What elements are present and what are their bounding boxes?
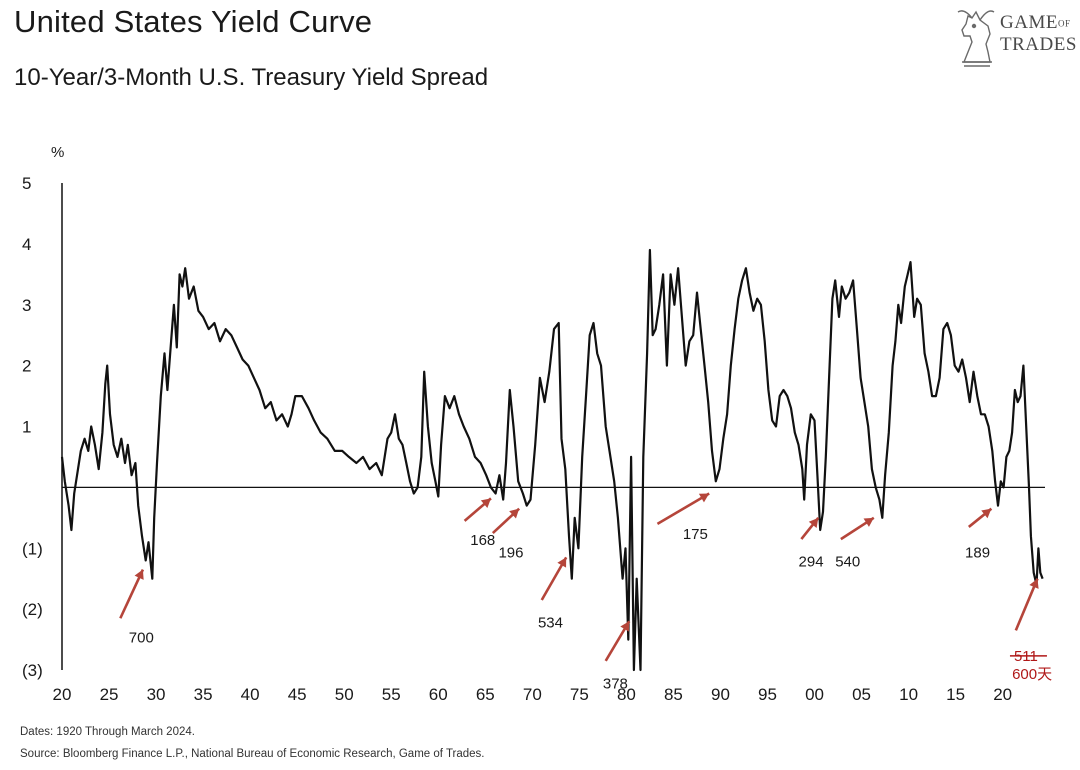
annotation-arrowhead <box>981 508 992 519</box>
y-tick-label: (1) <box>22 539 43 558</box>
annotation-arrowhead <box>1029 578 1039 589</box>
annotation-label: 196 <box>498 544 523 561</box>
annotation-label: 534 <box>538 614 563 631</box>
annotation-arrowhead <box>557 557 567 568</box>
chart-subtitle: 10-Year/3-Month U.S. Treasury Yield Spre… <box>14 64 489 91</box>
logo-text-trades: TRADES <box>1000 34 1077 55</box>
y-tick-label: 5 <box>22 174 31 193</box>
spread-series-line <box>60 248 1044 672</box>
annotation-label: 168 <box>470 532 495 549</box>
y-tick-label: (3) <box>22 661 43 680</box>
x-tick-label: 25 <box>100 685 119 704</box>
y-tick-label: 3 <box>22 296 31 315</box>
annotation-arrow <box>656 492 710 526</box>
x-tick-label: 00 <box>805 685 824 704</box>
x-tick-label: 85 <box>664 685 683 704</box>
x-tick-label: 20 <box>53 685 72 704</box>
x-tick-label: 55 <box>382 685 401 704</box>
x-tick-label: 95 <box>758 685 777 704</box>
x-tick-label: 45 <box>288 685 307 704</box>
x-tick-label: 30 <box>147 685 166 704</box>
annotation-label: 378 <box>603 675 628 692</box>
y-tick-label: 4 <box>22 235 31 254</box>
annotation-label: 540 <box>835 554 860 571</box>
y-axis-unit: % <box>51 144 64 161</box>
annotation-arrowhead <box>134 569 144 580</box>
x-tick-label: 10 <box>899 685 918 704</box>
y-tick-label: 2 <box>22 357 31 376</box>
bull-knight-icon <box>957 10 995 67</box>
x-tick-label: 70 <box>523 685 542 704</box>
annotation-arrowhead <box>509 508 520 519</box>
annotation-label: 294 <box>799 554 824 571</box>
game-of-trades-logo <box>957 10 995 67</box>
chart-title: United States Yield Curve <box>14 4 373 39</box>
logo-text-game: GAMEOF <box>1000 12 1071 33</box>
x-tick-label: 80 <box>617 685 636 704</box>
x-tick-label: 15 <box>946 685 965 704</box>
x-tick-label: 20 <box>993 685 1012 704</box>
y-tick-label: (2) <box>22 600 43 619</box>
annotation-arrowhead <box>808 517 819 528</box>
x-tick-label: 50 <box>335 685 354 704</box>
annotation-arrow <box>1014 578 1039 631</box>
dates-note: Dates: 1920 Through March 2024. <box>20 726 195 738</box>
yield-spread-chart: % 5 4 3 2 1 (1) (2) (3) 20 25 30 35 40 45 50 55 60 65 70 75 8… <box>22 144 1052 704</box>
y-tick-label: 1 <box>22 418 31 437</box>
source-note: Source: Bloomberg Finance L.P., National… <box>20 748 485 760</box>
x-tick-label: 90 <box>711 685 730 704</box>
x-tick-label: 65 <box>476 685 495 704</box>
annotation-arrowhead <box>698 493 710 503</box>
annotation-arrowhead <box>620 621 630 632</box>
annotation-label: 600天 <box>1012 666 1052 683</box>
annotation-arrowhead <box>480 498 491 508</box>
x-tick-label: 60 <box>429 685 448 704</box>
annotation-label: 175 <box>683 526 708 543</box>
x-tick-label: 75 <box>570 685 589 704</box>
annotation-label: 189 <box>965 544 990 561</box>
x-tick-label: 05 <box>852 685 871 704</box>
annotation-arrowhead <box>863 517 874 527</box>
annotation-label: 700 <box>129 630 154 647</box>
x-tick-label: 35 <box>194 685 213 704</box>
x-tick-label: 40 <box>241 685 260 704</box>
